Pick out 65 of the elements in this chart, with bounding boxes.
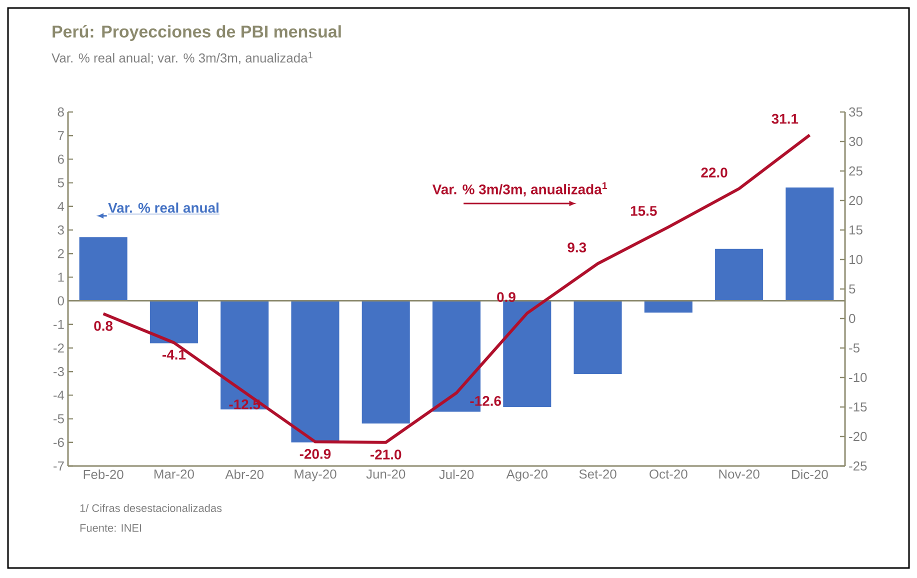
y-tick-label: 2 [58, 249, 64, 258]
x-tick-label: Jul-20 [439, 470, 474, 480]
y2-tick-label: -15 [849, 402, 867, 412]
y2-tick-label: 5 [849, 284, 856, 294]
data-label: 15.5 [630, 206, 657, 216]
chart-subtitle: Var. % real anual; var. % 3m/3m, anualizada$^{1}$ [52, 52, 312, 64]
y2-tick-label: 20 [849, 196, 862, 206]
bar [150, 300, 198, 344]
y-tick-label: 0 [58, 296, 64, 306]
bar [644, 300, 692, 313]
x-tick-label: Ago-20 [506, 470, 548, 482]
data-label: -21.0 [370, 450, 402, 460]
data-label: 31.1 [772, 114, 798, 124]
y2-tick-label: 15 [850, 225, 862, 235]
x-tick-label: Abr-20 [225, 470, 264, 480]
x-tick-label: Oct-20 [650, 470, 688, 479]
y-tick-label: 4 [58, 202, 64, 211]
y2-tick-label: -10 [849, 372, 867, 382]
y-tick-label: 3 [58, 225, 64, 235]
data-label: 22.0 [701, 168, 728, 178]
x-tick-label: Set-20 [579, 470, 616, 479]
y2-tick-label: 30 [849, 136, 862, 146]
x-tick-label: Mar-20 [154, 470, 194, 479]
y-tick-label: 1 [58, 272, 64, 282]
bar [786, 188, 834, 301]
y-tick-label: 8 [58, 107, 64, 117]
y2-tick-label: -20 [849, 432, 867, 442]
bar [79, 237, 128, 301]
x-tick-label: Feb-20 [84, 470, 124, 480]
bar [291, 300, 340, 442]
x-tick-label: Jun-20 [366, 470, 406, 479]
data-label: -4.1 [162, 350, 186, 360]
bar [362, 300, 410, 424]
y2-tick-label: 0 [849, 314, 856, 324]
y2-tick-label: -25 [849, 461, 867, 471]
bar [503, 300, 552, 407]
text: 1/ Cifras desestacionalizadas [80, 504, 222, 512]
chart-title: Perú: Proyecciones de PBI mensual [52, 25, 341, 41]
y2-tick-label: 35 [849, 107, 862, 117]
y-tick-label: -6 [54, 438, 64, 447]
x-tick-label: May-20 [294, 470, 336, 482]
data-label: 0.9 [497, 292, 516, 302]
y2-tick-label: -5 [849, 343, 860, 353]
y-tick-label: -3 [54, 367, 64, 376]
x-tick-label: Nov-20 [719, 470, 760, 479]
data-label: 9.3 [568, 242, 586, 252]
data-label: -20.9 [300, 448, 331, 459]
y-tick-label: 7 [58, 131, 64, 140]
y2-tick-label: 10 [850, 254, 862, 264]
y-tick-label: -7 [54, 462, 64, 470]
bar [220, 300, 269, 410]
y-tick-label: -4 [54, 390, 64, 400]
y-tick-label: -1 [54, 320, 64, 329]
bar [715, 248, 764, 301]
source-note: Fuente: INEI [80, 524, 142, 532]
y2-tick-label: 25 [849, 166, 862, 176]
x-tick-label: Dic-20 [792, 470, 828, 480]
y-tick-label: -2 [54, 343, 64, 353]
data-label: 0.8 [94, 320, 113, 331]
y-tick-label: -5 [54, 414, 64, 424]
legend-label: Var. % real anual [108, 202, 218, 213]
text: Var. % 3m/3m, anualizada$^{1}$ [432, 182, 608, 196]
y-tick-label: 6 [58, 154, 64, 164]
y-tick-label: 5 [58, 178, 64, 188]
bar [574, 300, 622, 374]
